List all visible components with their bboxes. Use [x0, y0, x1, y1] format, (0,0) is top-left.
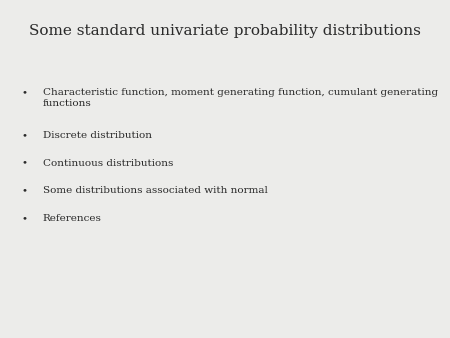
- Text: Some distributions associated with normal: Some distributions associated with norma…: [43, 186, 268, 195]
- Text: Some standard univariate probability distributions: Some standard univariate probability dis…: [29, 24, 421, 38]
- Text: •: •: [22, 214, 28, 223]
- Text: Continuous distributions: Continuous distributions: [43, 159, 173, 168]
- Text: •: •: [22, 186, 28, 195]
- Text: •: •: [22, 159, 28, 168]
- Text: References: References: [43, 214, 102, 223]
- Text: •: •: [22, 88, 28, 97]
- Text: •: •: [22, 131, 28, 140]
- Text: Discrete distribution: Discrete distribution: [43, 131, 152, 140]
- Text: Characteristic function, moment generating function, cumulant generating
functio: Characteristic function, moment generati…: [43, 88, 438, 108]
